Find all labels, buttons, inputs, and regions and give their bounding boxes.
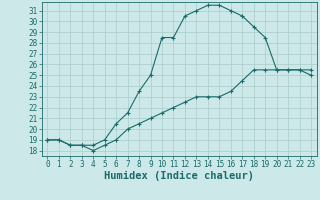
X-axis label: Humidex (Indice chaleur): Humidex (Indice chaleur) (104, 171, 254, 181)
